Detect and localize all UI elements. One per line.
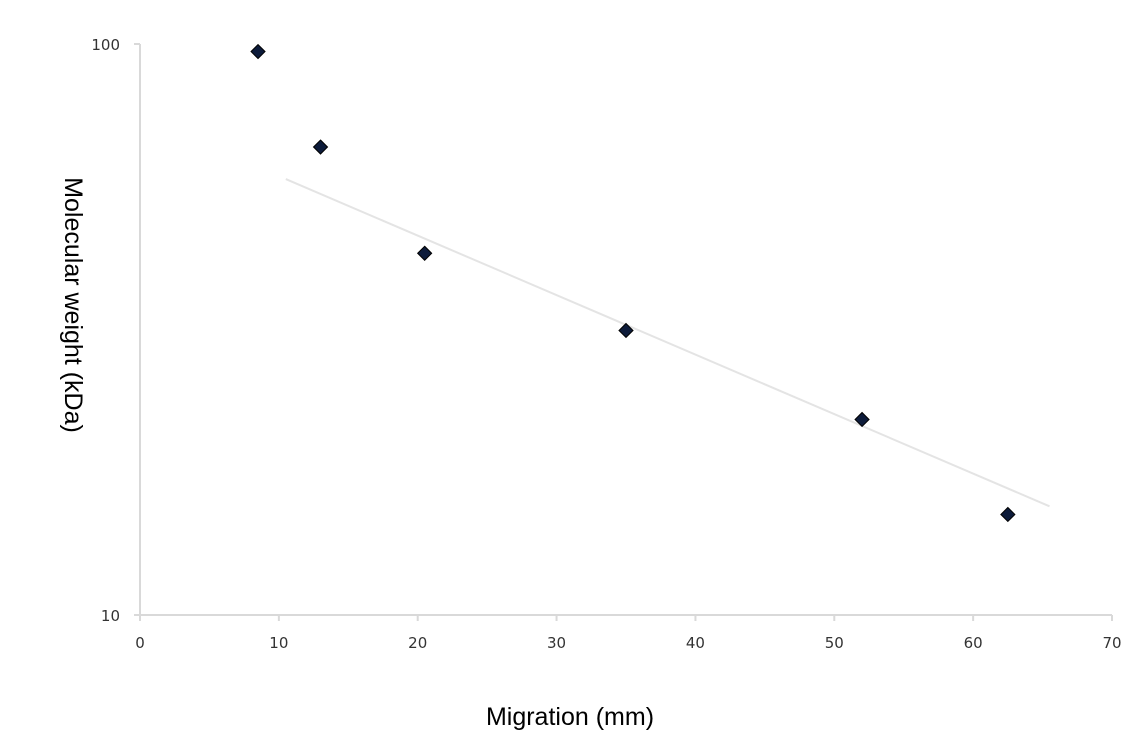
x-tick-label: 60 bbox=[964, 634, 983, 652]
x-tick-label: 30 bbox=[547, 634, 566, 652]
ticks bbox=[134, 43, 1113, 621]
data-point bbox=[250, 43, 266, 60]
data-point bbox=[312, 139, 329, 155]
x-tick-label: 10 bbox=[269, 634, 288, 652]
y-tick-label: 10 bbox=[101, 607, 120, 625]
x-axis-title: Migration (mm) bbox=[486, 703, 654, 731]
data-point bbox=[854, 411, 870, 428]
data-points bbox=[250, 43, 1016, 523]
y-tick-label: 100 bbox=[91, 36, 120, 54]
x-tick-label: 40 bbox=[686, 634, 705, 652]
x-tick-label: 0 bbox=[135, 634, 145, 652]
data-point bbox=[1000, 506, 1016, 523]
axes bbox=[139, 44, 1112, 616]
tick-labels: 0 10 20 30 40 50 60 70 10 100 bbox=[91, 36, 1121, 652]
data-point bbox=[416, 245, 433, 261]
data-point bbox=[618, 322, 634, 339]
x-tick-label: 50 bbox=[825, 634, 844, 652]
x-tick-label: 20 bbox=[408, 634, 427, 652]
trendline bbox=[285, 178, 1050, 508]
y-axis-title: Molecular weight (kDa) bbox=[59, 177, 87, 433]
x-tick-label: 70 bbox=[1102, 634, 1121, 652]
